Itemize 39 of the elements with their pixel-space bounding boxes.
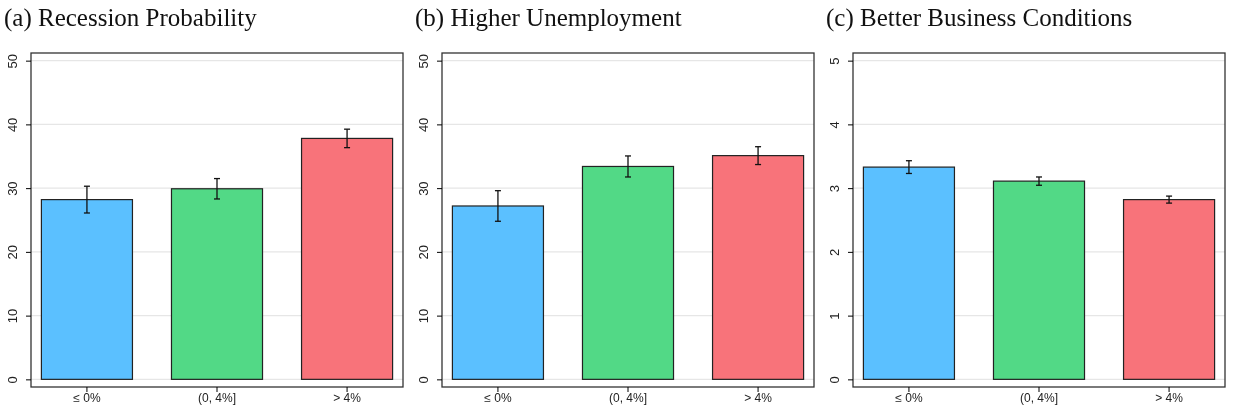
x-tick-label: > 4% bbox=[1155, 391, 1184, 406]
y-tick-label: 50 bbox=[5, 53, 20, 69]
x-tick-label: ≤ 0% bbox=[484, 391, 512, 406]
x-tick-label: (0, 4%] bbox=[197, 391, 237, 406]
y-tick-label: 1 bbox=[827, 312, 842, 320]
x-tick-label: (0, 4%] bbox=[1019, 391, 1059, 406]
bar bbox=[992, 180, 1086, 380]
x-tick-label: > 4% bbox=[744, 391, 773, 406]
y-tick-label: 20 bbox=[416, 245, 431, 260]
y-tick-label: 4 bbox=[827, 121, 842, 129]
y-tick-label: 40 bbox=[5, 117, 20, 133]
y-tick-label: 20 bbox=[5, 245, 20, 260]
y-tick-label: 10 bbox=[416, 308, 431, 324]
y-tick-label: 0 bbox=[827, 376, 842, 384]
y-tick-label: 3 bbox=[827, 185, 842, 193]
bar bbox=[862, 166, 956, 380]
chart-title: (b) Higher Unemployment bbox=[415, 4, 682, 32]
bar bbox=[40, 199, 134, 380]
bar bbox=[581, 165, 675, 380]
y-tick-label: 0 bbox=[5, 376, 20, 384]
y-tick-label: 10 bbox=[5, 308, 20, 324]
chart-title: (a) Recession Probability bbox=[4, 4, 258, 32]
bar bbox=[170, 188, 264, 380]
y-tick-label: 2 bbox=[827, 248, 842, 256]
y-tick-label: 0 bbox=[416, 376, 431, 384]
bar bbox=[451, 205, 545, 380]
y-tick-label: 5 bbox=[827, 57, 842, 65]
y-tick-label: 30 bbox=[5, 181, 20, 196]
x-tick-label: ≤ 0% bbox=[73, 391, 101, 406]
y-tick-label: 50 bbox=[416, 53, 431, 69]
x-tick-label: > 4% bbox=[333, 391, 362, 406]
bar bbox=[1122, 199, 1216, 380]
y-tick-label: 40 bbox=[416, 117, 431, 133]
chart-title: (c) Better Business Conditions bbox=[826, 4, 1133, 32]
x-tick-label: ≤ 0% bbox=[895, 391, 923, 406]
bar bbox=[711, 155, 805, 380]
y-tick-label: 30 bbox=[416, 181, 431, 196]
x-tick-label: (0, 4%] bbox=[608, 391, 648, 406]
bar bbox=[300, 137, 394, 380]
